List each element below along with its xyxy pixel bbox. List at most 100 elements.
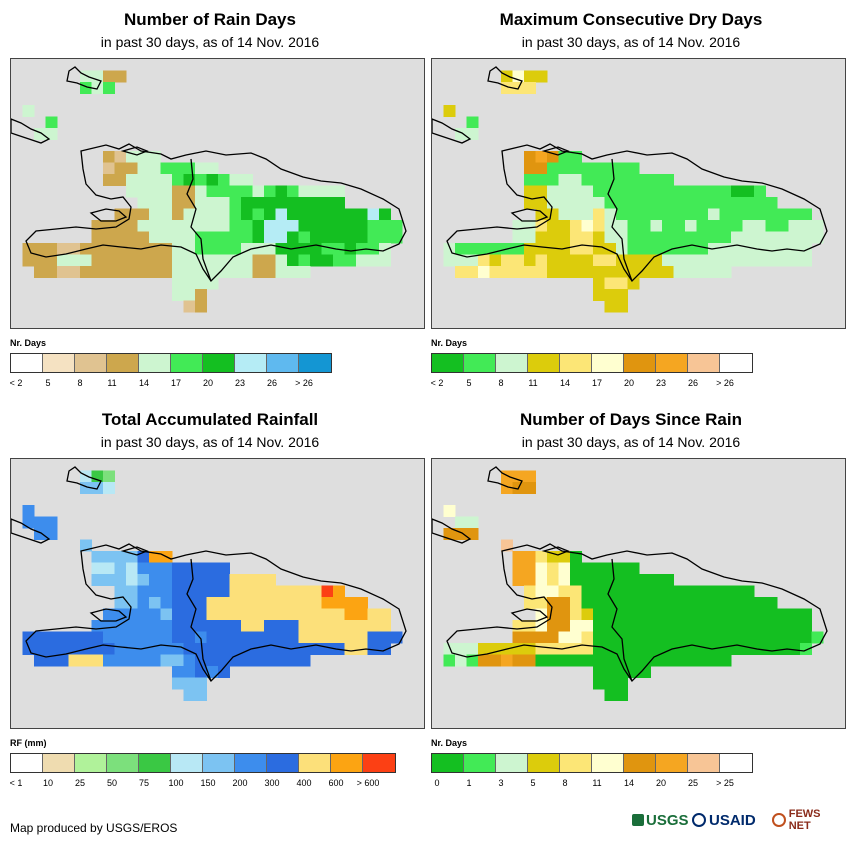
grid-cell [333,185,345,198]
grid-cell [344,643,357,655]
grid-cell [788,254,801,267]
tortuga-outline [120,146,149,156]
grid-cell [777,620,789,632]
panel-subtitle: in past 30 days, as of 14 Nov. 2016 [100,434,320,450]
grid-cell [639,620,651,632]
grid-cell [639,254,651,267]
legend-label: 14 [138,378,150,388]
grid-cell [22,516,35,529]
grid-cell [547,608,559,621]
grid-cell [241,231,253,244]
grid-cell [535,643,548,655]
grid-cell [593,562,605,575]
grid-cell [696,220,709,232]
grid-cell [344,220,357,232]
grid-cell [662,208,674,221]
grid-cell [275,643,288,655]
legend-swatch [11,354,43,372]
grid-cell [593,254,605,267]
grid-cell [696,185,709,198]
grid-cell [310,220,322,232]
legend-swatch [720,754,752,772]
grid-cell [45,243,58,255]
grid-cell [708,220,720,232]
grid-cell [673,197,686,209]
legend-label: < 2 [9,378,23,388]
grid-cell [558,654,571,667]
grid-cell [218,254,230,267]
grid-cell [524,631,536,644]
legend-label: 100 [168,778,184,788]
grid-cell [367,631,380,644]
grid-cell [547,197,559,209]
grid-cell [604,666,617,678]
grid-cell [241,574,253,586]
grid-cell [22,243,35,255]
legend-labels: 0 1 3 5 8 11 14 20 25 > 25 [431,778,791,790]
grid-cell [344,631,357,644]
grid-cell [275,654,288,667]
grid-cell [114,551,127,563]
grid-cell [22,254,35,267]
grid-cell [650,243,663,255]
grid-cell [206,631,219,644]
grid-cell [524,470,536,483]
grid-cell [287,197,299,209]
legend-swatch [171,754,203,772]
grid-cell [126,185,138,198]
grid-cell [80,266,92,278]
grid-cell [298,231,311,244]
grid-cell [218,562,230,575]
grid-cell [708,585,720,598]
grid-cell [356,208,368,221]
grid-cell [581,597,594,609]
grid-cell [333,597,345,609]
grid-cell [593,243,605,255]
grid-cell [68,266,81,278]
grid-cell [731,208,743,221]
grid-cell [570,185,582,198]
grid-cell [275,185,288,198]
grid-cell [558,562,571,575]
grid-cell [264,231,276,244]
grid-cell [558,220,571,232]
grid-cell [160,654,173,667]
grid-cell [45,643,58,655]
grid-cell [137,620,150,632]
grid-cell [379,620,391,632]
grid-cell [287,231,299,244]
grid-cell [183,277,196,290]
grid-cell [685,185,697,198]
grid-cell [547,254,559,267]
grid-cell [650,643,663,655]
grid-cell [149,220,161,232]
grid-cell [22,105,35,117]
grid-cell [639,243,651,255]
grid-cell [524,185,536,198]
grid-cell [455,654,467,667]
grid-cell [593,608,605,621]
grid-cell [535,654,548,667]
legend-label: 200 [232,778,248,788]
grid-cell [126,608,138,621]
grid-cell [126,562,138,575]
legend-bar [431,753,753,773]
grid-cell [367,243,380,255]
grid-cell [593,643,605,655]
grid-cell [455,266,467,278]
grid-cell [275,608,288,621]
grid-cell [604,208,617,221]
grid-cell [524,220,536,232]
grid-cell [183,300,196,313]
grid-cell [149,620,161,632]
legend-swatch [331,754,363,772]
grid-cell [512,631,525,644]
grid-cell [379,254,391,267]
grid-cell [195,677,207,690]
grid-cell [229,197,242,209]
grid-cell [195,162,207,175]
grid-cell [616,585,628,598]
grid-cell [149,197,161,209]
grid-cell [662,231,674,244]
grid-cell [719,654,732,667]
